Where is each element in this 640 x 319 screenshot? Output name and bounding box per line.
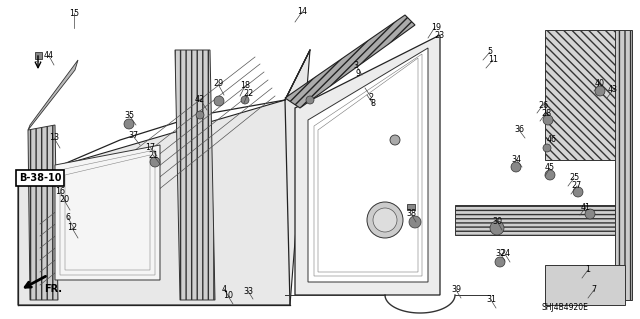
Text: 42: 42 [195,94,205,103]
Polygon shape [615,30,632,300]
Text: 5: 5 [488,48,493,56]
Text: 4: 4 [221,285,227,293]
Text: B-38-10: B-38-10 [19,173,61,183]
Bar [35,52,42,59]
Text: 34: 34 [511,154,521,164]
Circle shape [390,135,400,145]
Text: 6: 6 [65,213,70,222]
Text: 21: 21 [148,151,158,160]
Polygon shape [28,60,78,130]
Text: 43: 43 [608,85,618,94]
Text: SHJ4B4920E: SHJ4B4920E [541,303,588,313]
Text: ....: .... [34,58,41,63]
Text: 11: 11 [488,56,498,64]
Text: 18: 18 [240,81,250,91]
Polygon shape [545,265,625,305]
Text: 30: 30 [492,217,502,226]
Text: 14: 14 [297,8,307,17]
Polygon shape [175,50,215,300]
Text: 39: 39 [451,286,461,294]
Text: 8: 8 [371,100,376,108]
Circle shape [543,115,553,125]
Text: 26: 26 [538,100,548,109]
Text: 38: 38 [406,210,416,219]
Circle shape [595,86,605,96]
Text: 45: 45 [545,164,555,173]
Text: 41: 41 [581,203,591,211]
Circle shape [495,257,505,267]
Text: 7: 7 [591,286,596,294]
Text: 22: 22 [243,88,253,98]
Circle shape [214,96,224,106]
Text: FR.: FR. [44,284,62,294]
Circle shape [490,221,504,235]
Circle shape [511,162,521,172]
Text: 27: 27 [572,182,582,190]
Text: 37: 37 [128,131,138,140]
Text: 9: 9 [355,69,360,78]
Text: 1: 1 [586,265,591,275]
Circle shape [150,157,160,167]
Bar [407,204,415,210]
Text: 28: 28 [541,108,551,117]
Circle shape [545,170,555,180]
Text: 3: 3 [353,61,358,70]
Circle shape [196,111,204,119]
Text: 25: 25 [569,174,579,182]
Polygon shape [18,50,310,305]
Text: 46: 46 [547,136,557,145]
Text: 31: 31 [486,295,496,305]
Text: 19: 19 [431,23,441,32]
Polygon shape [285,15,415,108]
Text: 17: 17 [145,143,155,152]
Text: 33: 33 [243,286,253,295]
Polygon shape [308,48,428,282]
Circle shape [573,187,583,197]
Circle shape [124,119,134,129]
Polygon shape [295,35,440,295]
Text: 16: 16 [55,188,65,197]
Circle shape [241,96,249,104]
Text: 13: 13 [49,133,59,143]
Text: 29: 29 [213,79,223,88]
Text: 2: 2 [369,93,374,101]
Text: 20: 20 [59,196,69,204]
Polygon shape [455,205,625,235]
Text: 32: 32 [495,249,505,257]
Circle shape [373,208,397,232]
Text: 12: 12 [67,224,77,233]
Text: 40: 40 [595,78,605,87]
Circle shape [306,96,314,104]
Text: 23: 23 [434,31,444,40]
Text: 36: 36 [514,125,524,135]
Text: 15: 15 [69,9,79,18]
Circle shape [585,209,595,219]
Text: 35: 35 [124,110,134,120]
Circle shape [367,202,403,238]
Polygon shape [545,30,620,160]
Polygon shape [55,145,160,280]
Circle shape [543,144,551,152]
Polygon shape [28,125,58,300]
Circle shape [409,216,421,228]
Text: 24: 24 [500,249,510,258]
Text: 44: 44 [44,51,54,61]
Text: 10: 10 [223,292,233,300]
